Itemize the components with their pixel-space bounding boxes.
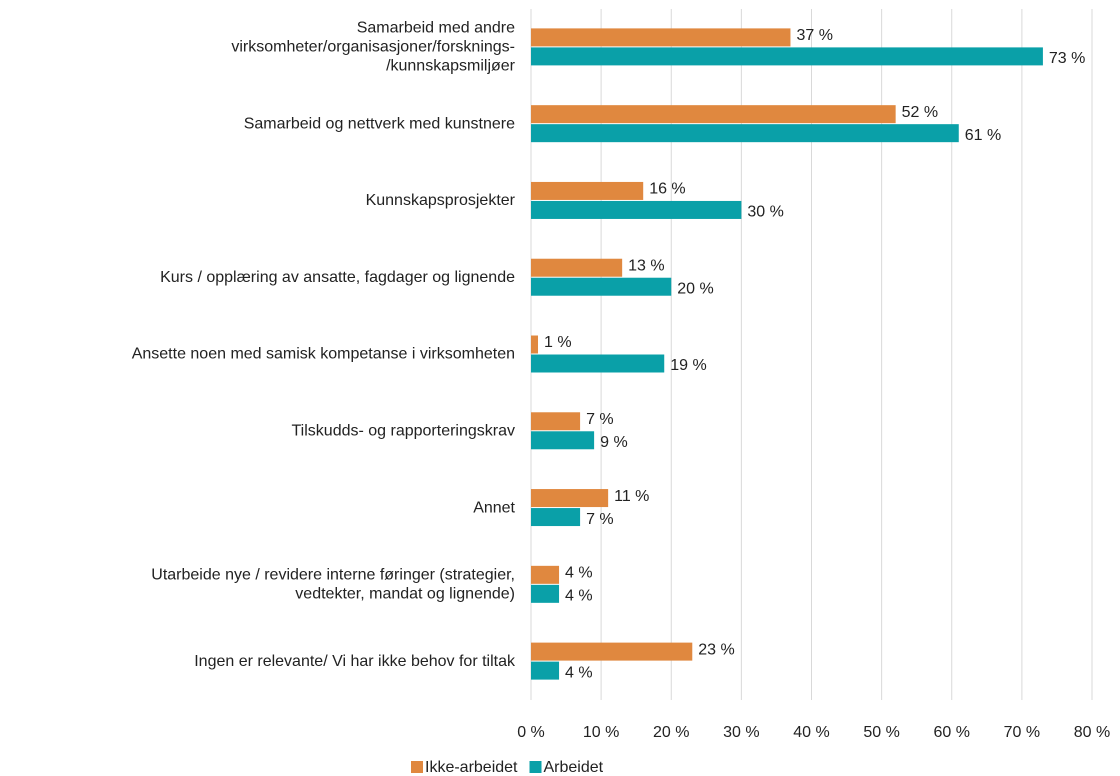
legend-label: Ikke-arbeidet (425, 759, 518, 776)
bar (531, 181, 644, 200)
x-tick-label: 70 % (1004, 724, 1040, 741)
value-label: 11 % (614, 488, 649, 505)
y-tick-label: Samarbeid og nettverk med kunstnere (244, 115, 515, 132)
y-tick-label: virksomheter/organisasjoner/forsknings- (231, 39, 515, 56)
x-tick-label: 80 % (1074, 724, 1110, 741)
value-label: 23 % (698, 641, 734, 658)
value-label: 4 % (565, 664, 593, 681)
value-label: 16 % (649, 181, 685, 198)
bar (531, 277, 672, 296)
x-tick-label: 40 % (793, 724, 829, 741)
y-tick-label: Tilskudds- og rapporteringskrav (292, 422, 516, 439)
value-label: 20 % (677, 280, 713, 297)
bar (531, 28, 791, 47)
value-label: 61 % (965, 127, 1001, 144)
value-label: 9 % (600, 434, 628, 451)
x-tick-label: 10 % (583, 724, 619, 741)
bar (531, 508, 581, 527)
value-label: 1 % (544, 334, 572, 351)
value-label: 73 % (1049, 50, 1085, 67)
legend-swatch (411, 761, 423, 773)
bar (531, 431, 595, 450)
bar (531, 335, 539, 354)
x-tick-label: 20 % (653, 724, 689, 741)
value-label: 4 % (565, 565, 593, 582)
bar (531, 412, 581, 431)
x-tick-label: 30 % (723, 724, 759, 741)
value-label: 19 % (670, 357, 706, 374)
x-tick-label: 60 % (934, 724, 970, 741)
value-label: 4 % (565, 588, 593, 605)
y-tick-label: Ingen er relevante/ Vi har ikke behov fo… (194, 653, 516, 670)
bar (531, 200, 742, 219)
y-tick-label: Samarbeid med andre (357, 20, 515, 37)
y-tick-label: Kurs / opplæring av ansatte, fagdager og… (160, 269, 515, 286)
value-label: 7 % (586, 411, 614, 428)
legend-swatch (529, 761, 542, 773)
bar (531, 105, 896, 124)
value-label: 37 % (796, 27, 832, 44)
y-tick-label: /kunnskapsmiljøer (386, 58, 516, 75)
bar (531, 584, 560, 603)
bar (531, 661, 560, 680)
bar (531, 354, 665, 373)
y-tick-label: Utarbeide nye / revidere interne føringe… (151, 567, 515, 584)
value-label: 7 % (586, 511, 614, 528)
legend-label: Arbeidet (544, 759, 604, 776)
y-tick-label: Kunnskapsprosjekter (366, 192, 516, 209)
bar (531, 565, 560, 584)
value-label: 52 % (902, 104, 938, 121)
bar (531, 642, 693, 661)
bar (531, 47, 1043, 66)
bar (531, 258, 623, 277)
bar (531, 489, 609, 508)
x-tick-label: 50 % (863, 724, 899, 741)
y-tick-label: vedtekter, mandat og lignende) (295, 586, 515, 603)
value-label: 13 % (628, 257, 664, 274)
value-label: 30 % (747, 204, 783, 221)
bar (531, 124, 959, 143)
x-tick-label: 0 % (517, 724, 545, 741)
y-tick-label: Ansette noen med samisk kompetanse i vir… (132, 346, 515, 363)
y-tick-label: Annet (473, 499, 515, 516)
